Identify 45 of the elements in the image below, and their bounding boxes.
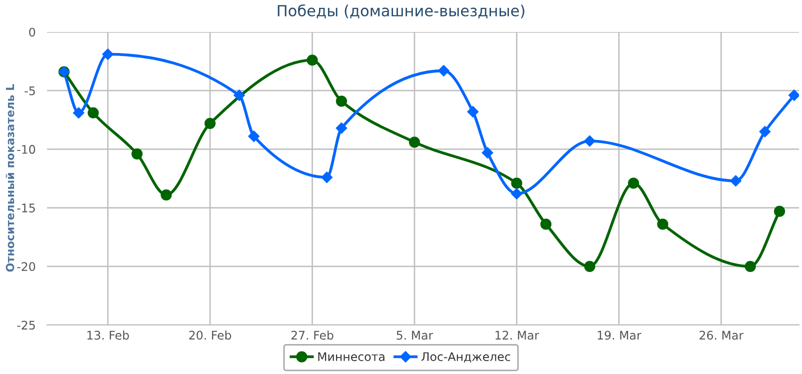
point bbox=[730, 175, 742, 186]
point bbox=[306, 54, 318, 66]
x-tick-label: 20. Feb bbox=[189, 330, 232, 340]
y-axis-title: Относительный показатель L bbox=[6, 84, 14, 272]
y-tick-label: -25 bbox=[17, 320, 35, 330]
x-tick-label: 5. Mar bbox=[396, 330, 434, 340]
x-tick-label: 13. Feb bbox=[87, 330, 129, 340]
point bbox=[321, 172, 332, 183]
point bbox=[511, 178, 522, 189]
y-tick-label: -15 bbox=[17, 204, 35, 212]
point bbox=[88, 107, 99, 118]
point bbox=[73, 107, 84, 118]
point bbox=[628, 178, 640, 189]
point bbox=[744, 260, 756, 272]
point bbox=[102, 48, 114, 60]
point bbox=[759, 126, 771, 138]
point bbox=[482, 147, 494, 158]
y-tick-label: 0 bbox=[29, 28, 36, 37]
point bbox=[131, 148, 143, 160]
point bbox=[438, 65, 450, 76]
legend-label: Миннесота bbox=[318, 352, 384, 362]
point bbox=[160, 189, 172, 200]
point bbox=[774, 206, 786, 217]
y-tick-label: -20 bbox=[17, 262, 36, 272]
chart-title: Победы (домашние-выездные) bbox=[278, 4, 524, 18]
point bbox=[540, 218, 552, 230]
x-tick-label: 19. Mar bbox=[598, 330, 642, 340]
point bbox=[657, 218, 668, 230]
x-tick-label: 26. Mar bbox=[700, 330, 744, 340]
y-tick-label: -5 bbox=[24, 86, 35, 96]
x-tick-label: 27. Feb bbox=[291, 330, 334, 340]
point bbox=[204, 118, 216, 129]
point bbox=[584, 260, 596, 272]
y-tick-label: -10 bbox=[17, 144, 36, 154]
point bbox=[336, 122, 348, 134]
point bbox=[467, 106, 478, 118]
point bbox=[788, 90, 799, 101]
point bbox=[584, 135, 596, 147]
point bbox=[248, 130, 260, 142]
x-tick-label: 12. Mar bbox=[496, 330, 540, 340]
point bbox=[408, 136, 420, 148]
legend-label: Лос-Анджелес bbox=[421, 352, 510, 363]
point bbox=[511, 188, 522, 200]
point bbox=[234, 90, 245, 101]
point bbox=[336, 96, 348, 107]
